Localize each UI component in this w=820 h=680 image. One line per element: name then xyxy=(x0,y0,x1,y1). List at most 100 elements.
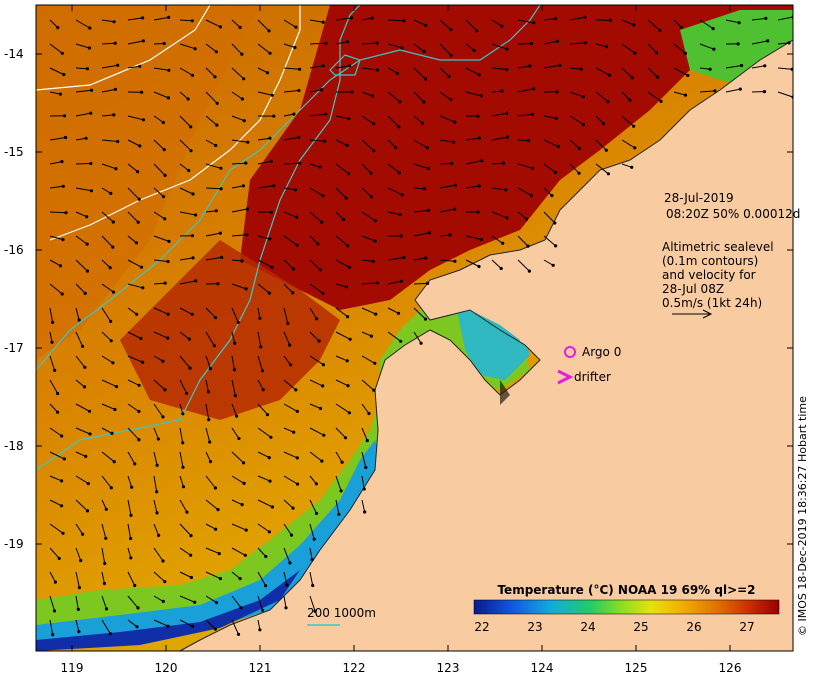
velocity-arrow-head xyxy=(51,633,55,637)
velocity-arrow xyxy=(517,211,527,220)
velocity-arrow xyxy=(257,19,270,32)
velocity-arrow xyxy=(257,283,270,294)
velocity-arrow-head xyxy=(191,192,195,196)
velocity-arrow-head xyxy=(683,51,688,56)
velocity-arrow xyxy=(127,307,137,315)
velocity-arrow-head xyxy=(347,411,351,415)
velocity-arrows xyxy=(49,15,793,637)
velocity-arrow-head xyxy=(364,465,368,470)
velocity-arrow-head xyxy=(264,554,268,559)
velocity-arrow xyxy=(491,19,503,27)
velocity-arrow-head xyxy=(344,196,348,200)
colorbar-tick: 27 xyxy=(739,620,755,634)
y-tick-label: -18 xyxy=(4,439,24,453)
velocity-arrow xyxy=(153,571,166,582)
velocity-arrow xyxy=(205,19,221,28)
velocity-arrow-head xyxy=(181,412,185,416)
velocity-arrow-head xyxy=(186,97,190,101)
x-tick-label: 122 xyxy=(342,661,366,675)
velocity-arrow xyxy=(153,115,164,123)
velocity-arrow xyxy=(127,211,139,223)
velocity-arrow-head xyxy=(216,282,220,286)
velocity-arrow xyxy=(387,211,401,216)
velocity-arrow-head xyxy=(348,337,352,341)
velocity-arrow xyxy=(647,91,662,102)
velocity-arrow xyxy=(283,162,300,165)
x-tick-label: 123 xyxy=(436,661,460,675)
velocity-arrow-head xyxy=(321,64,325,68)
velocity-arrow xyxy=(777,91,793,98)
velocity-arrow xyxy=(75,547,82,561)
velocity-arrow-head xyxy=(240,503,244,507)
velocity-arrow-head xyxy=(111,220,115,224)
velocity-arrow xyxy=(361,331,372,337)
velocity-arrow-head xyxy=(340,460,344,464)
velocity-arrow xyxy=(465,185,480,189)
velocity-arrow-head xyxy=(138,64,142,68)
velocity-arrow xyxy=(75,475,89,485)
velocity-arrow xyxy=(361,187,372,198)
velocity-arrow-head xyxy=(139,265,144,269)
velocity-arrow xyxy=(127,355,143,363)
velocity-arrow-head xyxy=(268,51,272,55)
velocity-arrow xyxy=(205,355,211,369)
velocity-arrow xyxy=(49,523,64,534)
velocity-arrow-head xyxy=(89,88,94,92)
velocity-arrow-head xyxy=(425,146,429,150)
velocity-arrow-head xyxy=(350,90,354,94)
velocity-arrow xyxy=(595,163,609,175)
velocity-arrow xyxy=(101,307,112,322)
velocity-arrow-head xyxy=(347,172,351,176)
velocity-arrow xyxy=(153,475,158,492)
velocity-arrow xyxy=(101,139,118,142)
velocity-arrow-head xyxy=(267,530,271,534)
velocity-arrow-head xyxy=(318,406,323,411)
velocity-arrow xyxy=(49,307,54,323)
velocity-arrow-head xyxy=(762,90,767,94)
velocity-arrow-head xyxy=(419,341,423,345)
velocity-arrow-head xyxy=(317,339,321,343)
velocity-arrow-head xyxy=(260,369,265,373)
velocity-arrow xyxy=(309,451,323,462)
velocity-arrow-head xyxy=(608,18,613,22)
velocity-arrow xyxy=(439,208,455,213)
velocity-arrow xyxy=(75,379,85,388)
velocity-arrow xyxy=(725,88,741,93)
velocity-arrow-head xyxy=(583,41,588,45)
velocity-arrow-head xyxy=(218,231,222,235)
velocity-arrow xyxy=(153,595,164,602)
velocity-arrow-head xyxy=(375,281,380,285)
velocity-arrow-head xyxy=(371,259,375,263)
velocity-arrow xyxy=(49,161,62,165)
velocity-arrow xyxy=(205,91,218,104)
velocity-arrow xyxy=(569,115,584,126)
velocity-arrow xyxy=(413,331,422,344)
velocity-arrow xyxy=(101,499,107,510)
velocity-arrow xyxy=(309,259,321,271)
velocity-arrow xyxy=(179,403,184,414)
velocity-arrow-head xyxy=(532,21,536,25)
velocity-arrow xyxy=(309,595,316,612)
velocity-arrow xyxy=(49,595,55,612)
velocity-arrow-head xyxy=(264,584,268,588)
velocity-arrow xyxy=(75,112,91,117)
velocity-arrow-head xyxy=(129,536,133,541)
velocity-arrow xyxy=(75,283,86,294)
velocity-arrow-head xyxy=(236,320,240,324)
isobath-loop xyxy=(329,54,361,76)
velocity-scale-arrow xyxy=(672,309,713,319)
velocity-arrow-head xyxy=(292,430,296,434)
velocity-arrow-head xyxy=(505,47,509,51)
velocity-arrow-head xyxy=(630,76,634,80)
velocity-arrow xyxy=(179,571,192,578)
velocity-arrow xyxy=(283,19,297,28)
velocity-arrow-head xyxy=(505,67,509,72)
velocity-arrow-head xyxy=(370,16,374,20)
velocity-arrow xyxy=(439,234,451,237)
velocity-arrow-head xyxy=(362,487,366,491)
velocity-arrow-head xyxy=(161,599,165,604)
velocity-arrow-head xyxy=(129,513,133,518)
velocity-arrow-head xyxy=(162,41,166,46)
velocity-arrow-head xyxy=(88,26,92,30)
velocity-arrow-head xyxy=(79,558,83,563)
